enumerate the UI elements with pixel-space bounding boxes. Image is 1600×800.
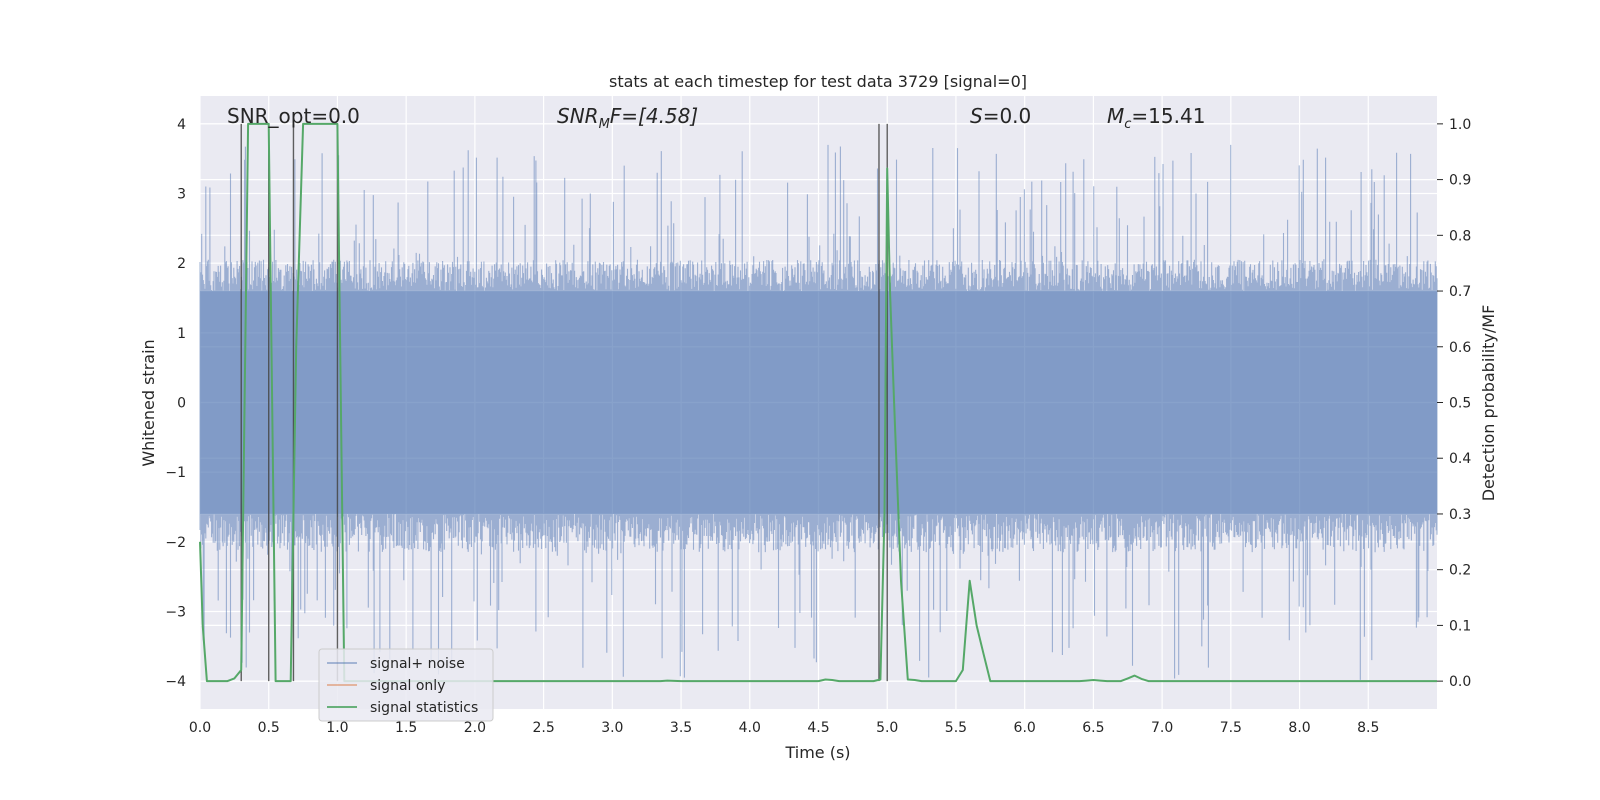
x-tick-label: 8.0 xyxy=(1288,720,1310,736)
annotation-s: S=0.0 xyxy=(970,104,1031,128)
annotation-snr-opt: SNR_opt=0.0 xyxy=(227,104,360,128)
y-tick-label-right: 0.8 xyxy=(1449,228,1471,244)
annotation-s-main: S xyxy=(970,104,983,128)
annotation-mc-rest: =15.41 xyxy=(1131,104,1205,128)
x-tick-label: 3.5 xyxy=(670,720,692,736)
annotation-s-rest: =0.0 xyxy=(983,104,1032,128)
signal-statistics-series xyxy=(199,122,1437,683)
y-tick-label-left: −2 xyxy=(165,535,186,551)
annotation-snr-mf-rest: F=[4.58] xyxy=(610,104,698,128)
y-axis-label-left: Whitened strain xyxy=(139,339,158,466)
x-tick-label: 8.5 xyxy=(1357,720,1379,736)
x-tick-label: 5.5 xyxy=(945,720,967,736)
x-tick-label: 3.0 xyxy=(601,720,623,736)
x-tick-label: 2.5 xyxy=(532,720,554,736)
x-tick-label: 7.0 xyxy=(1151,720,1173,736)
y-tick-label-right: 0.9 xyxy=(1449,173,1471,189)
annotation-snr-mf-sub: M xyxy=(599,117,610,132)
x-tick-label: 2.0 xyxy=(464,720,486,736)
x-tick-label: 6.5 xyxy=(1082,720,1104,736)
x-tick-label: 4.0 xyxy=(739,720,761,736)
y-tick-label-left: −1 xyxy=(165,465,186,481)
x-tick-label: 7.5 xyxy=(1220,720,1242,736)
y-tick-label-right: 0.5 xyxy=(1449,396,1471,412)
axis-ticks: 0.0 0.5 1.0 1.5 2.0 2.5 3.0 3.5 4.0 4.5 5.0 5.5 6.0 6… xyxy=(165,117,1471,736)
annotation-mc-main: M xyxy=(1107,104,1124,128)
noise-core-band xyxy=(200,291,1437,514)
annotation-mc: Mc=15.41 xyxy=(1107,104,1205,132)
annotation-snr-mf: SNRMF=[4.58] xyxy=(557,104,698,132)
x-tick-label: 6.0 xyxy=(1014,720,1036,736)
annotation-mc-sub: c xyxy=(1124,117,1131,132)
y-tick-label-right: 0.1 xyxy=(1449,618,1471,634)
legend-label-signal-only: signal only xyxy=(370,678,445,694)
annotation-snr-mf-main: SNR xyxy=(557,104,599,128)
chart-title: stats at each timestep for test data 372… xyxy=(609,72,1027,91)
y-tick-label-left: −3 xyxy=(165,604,186,620)
x-tick-label: 4.5 xyxy=(807,720,829,736)
y-axis-label-right: Detection probability/MF xyxy=(1479,305,1498,502)
x-tick-label: 0.5 xyxy=(258,720,280,736)
x-tick-label: 1.0 xyxy=(326,720,348,736)
y-tick-label-left: 2 xyxy=(177,256,186,272)
x-tick-label: 1.5 xyxy=(395,720,417,736)
y-tick-label-left: 4 xyxy=(177,117,186,133)
x-tick-label: 0.0 xyxy=(189,720,211,736)
y-tick-label-right: 0.4 xyxy=(1449,451,1471,467)
y-tick-label-right: 0.7 xyxy=(1449,284,1471,300)
signal-statistics-line xyxy=(199,122,1437,683)
y-tick-label-left: 0 xyxy=(177,396,186,412)
y-tick-label-left: −4 xyxy=(165,674,186,690)
y-tick-label-left: 1 xyxy=(177,326,186,342)
y-tick-label-right: 1.0 xyxy=(1449,117,1471,133)
x-axis-label: Time (s) xyxy=(784,743,850,762)
legend-label-statistics: signal statistics xyxy=(370,700,478,716)
noise-series xyxy=(199,144,1438,680)
y-tick-label-left: 3 xyxy=(177,187,186,203)
y-tick-label-right: 0.6 xyxy=(1449,340,1471,356)
legend: signal+ noise signal only signal statist… xyxy=(318,648,494,722)
y-tick-label-right: 0.0 xyxy=(1449,674,1471,690)
legend-label-noise: signal+ noise xyxy=(370,656,465,672)
y-tick-label-right: 0.3 xyxy=(1449,507,1471,523)
x-tick-label: 5.0 xyxy=(876,720,898,736)
legend-box xyxy=(318,648,494,722)
y-tick-label-right: 0.2 xyxy=(1449,563,1471,579)
